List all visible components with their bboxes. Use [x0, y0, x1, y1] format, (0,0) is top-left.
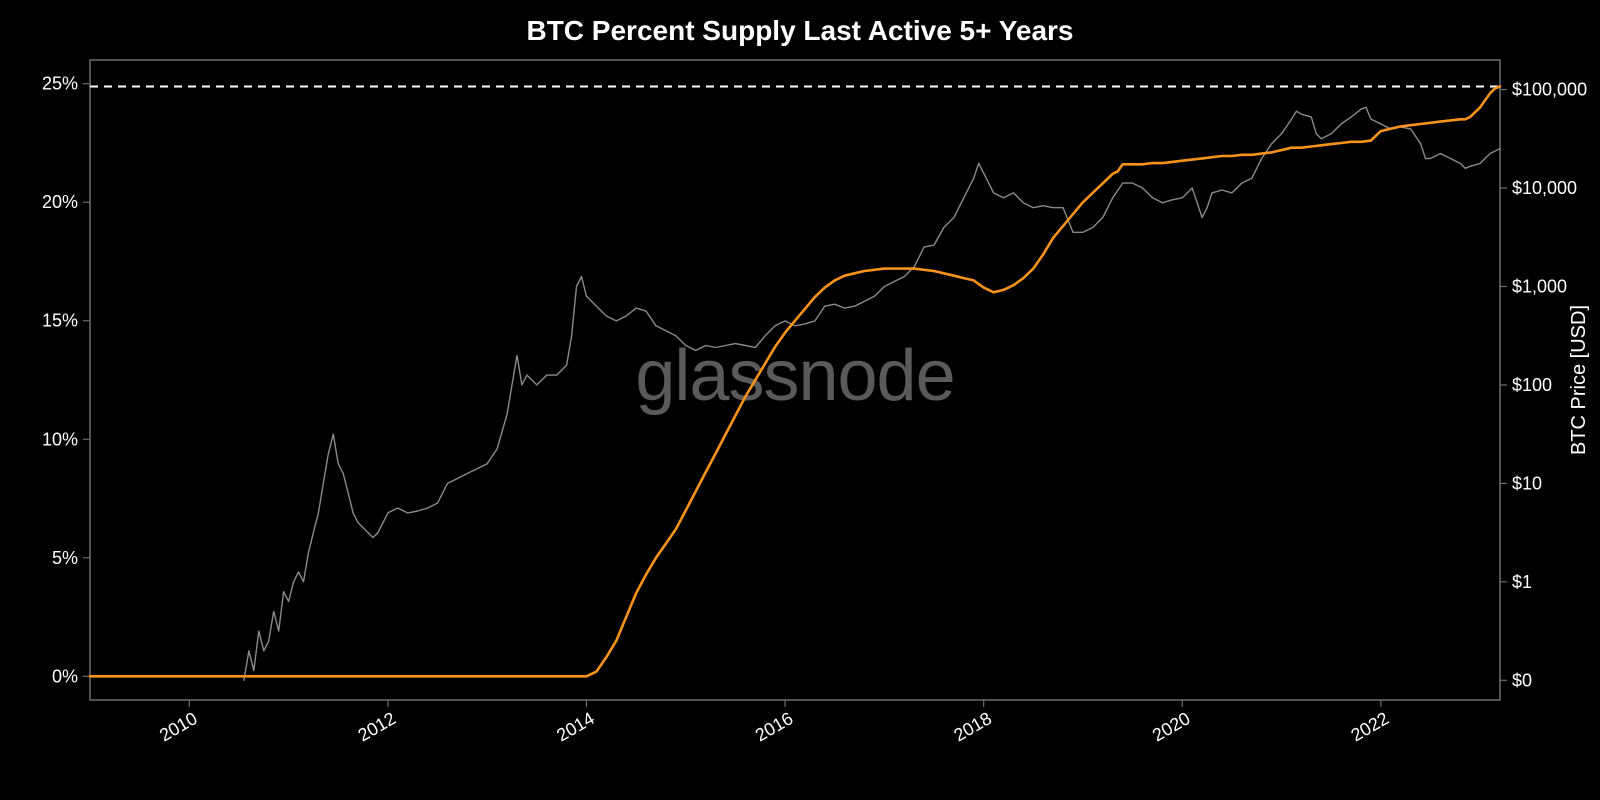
yr-tick-label: $100 — [1512, 375, 1552, 395]
chart-container: BTC Percent Supply Last Active 5+ Years g… — [0, 0, 1600, 800]
yr-tick-label: $0 — [1512, 670, 1532, 690]
yr-tick-label: $1 — [1512, 572, 1532, 592]
yl-tick-label: 5% — [52, 548, 78, 568]
yl-tick-label: 25% — [42, 74, 78, 94]
yr-axis-label: BTC Price [USD] — [1568, 305, 1590, 455]
yl-tick-label: 0% — [52, 666, 78, 686]
yl-tick-label: 15% — [42, 311, 78, 331]
yr-tick-label: $10,000 — [1512, 178, 1577, 198]
chart-title: BTC Percent Supply Last Active 5+ Years — [526, 15, 1073, 46]
yr-tick-label: $100,000 — [1512, 80, 1587, 100]
yl-tick-label: 20% — [42, 192, 78, 212]
yr-tick-label: $10 — [1512, 473, 1542, 493]
yr-tick-label: $1,000 — [1512, 276, 1567, 296]
chart-svg: BTC Percent Supply Last Active 5+ Years g… — [0, 0, 1600, 800]
yl-tick-label: 10% — [42, 429, 78, 449]
watermark: glassnode — [635, 336, 954, 416]
